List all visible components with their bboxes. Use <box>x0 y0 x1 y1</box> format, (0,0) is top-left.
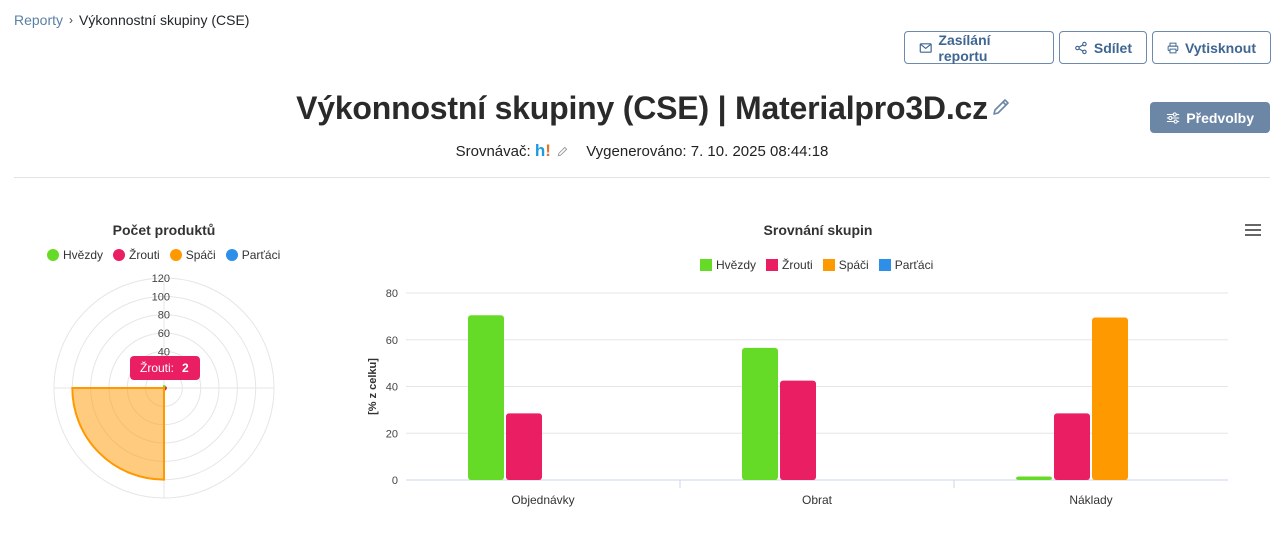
legend-item-hvezdy[interactable]: Hvězdy <box>47 248 103 262</box>
legend-swatch <box>822 259 835 271</box>
bar-Hvězdy-Náklady <box>1016 476 1052 480</box>
radial-tick-label: 100 <box>152 291 170 303</box>
bar-Žrouti-Objednávky <box>506 413 542 480</box>
x-tick-label: Náklady <box>1069 493 1112 507</box>
pencil-edit-icon[interactable] <box>990 96 1012 118</box>
legend-item-zrouti[interactable]: Žrouti <box>766 258 813 272</box>
legend-swatch <box>700 259 712 271</box>
top-actions: Zasílání reportu Sdílet Vytisknout <box>904 31 1271 64</box>
envelope-icon <box>919 42 932 53</box>
breadcrumb-current: Výkonnostní skupiny (CSE) <box>79 12 250 28</box>
polar-chart-title: Počet produktů <box>112 222 216 238</box>
polar-slice-Spáči <box>71 387 165 481</box>
legend-label: Žrouti <box>129 248 160 262</box>
print-button[interactable]: Vytisknout <box>1152 31 1271 64</box>
sliders-icon <box>1167 111 1180 124</box>
legend-label: Hvězdy <box>716 258 757 272</box>
tooltip-value: 2 <box>182 361 189 375</box>
legend-dot <box>113 249 126 261</box>
legend-label: Spáči <box>838 258 869 272</box>
y-axis-label: [% z celku] <box>367 358 379 415</box>
chevron-right-icon: › <box>69 13 74 27</box>
share-button[interactable]: Sdílet <box>1059 31 1147 64</box>
bar-chart-title: Srovnání skupin <box>763 222 873 238</box>
comparator-logo-mark: ! <box>545 141 551 160</box>
legend-label: Parťáci <box>894 258 934 272</box>
radial-tick-label: 80 <box>158 310 170 322</box>
bar-chart-legend: Hvězdy Žrouti Spáči Parťáci <box>700 258 933 272</box>
legend-swatch <box>766 259 779 271</box>
printer-icon <box>1167 42 1179 53</box>
generated-timestamp: Vygenerováno: 7. 10. 2025 08:44:18 <box>586 143 829 160</box>
legend-dot <box>47 249 59 261</box>
y-tick-label: 20 <box>386 428 398 440</box>
print-label: Vytisknout <box>1184 39 1256 56</box>
report-subtitle: Srovnávač: h! Vygenerováno: 7. 10. 2025 … <box>0 141 1284 161</box>
bar-chart: 0 20 40 60 80 [% z celku] Objednávky Obrat Nákla… <box>367 288 1228 507</box>
send-report-label: Zasílání reportu <box>938 31 991 64</box>
legend-label: Spáči <box>185 248 216 262</box>
divider <box>14 177 1270 178</box>
polar-chart: 20406080100120Žrouti:2 <box>53 273 275 499</box>
x-tick-label: Obrat <box>802 493 833 507</box>
bar-Žrouti-Náklady <box>1054 413 1090 480</box>
page-title: Výkonnostní skupiny (CSE) | Materialpro3… <box>296 90 988 126</box>
share-icon <box>1075 41 1087 54</box>
bar-Hvězdy-Obrat <box>742 347 778 480</box>
y-tick-label: 40 <box>386 382 398 394</box>
tooltip-label: Žrouti: <box>140 360 174 375</box>
radial-tick-label: 120 <box>152 273 170 285</box>
send-report-button[interactable]: Zasílání reportu <box>904 31 1054 64</box>
legend-item-zrouti[interactable]: Žrouti <box>113 248 160 262</box>
legend-label: Parťáci <box>241 248 281 262</box>
radial-tick-label: 40 <box>158 346 170 358</box>
preferences-button[interactable]: Předvolby <box>1150 102 1270 133</box>
legend-dot <box>225 249 238 261</box>
legend-swatch <box>878 259 891 271</box>
bar-Spáči-Náklady <box>1092 317 1128 480</box>
y-tick-label: 60 <box>386 335 398 347</box>
comparator-logo-letter: h <box>534 141 546 160</box>
legend-dot <box>169 249 182 261</box>
x-tick-label: Objednávky <box>511 493 574 507</box>
title-row: Výkonnostní skupiny (CSE) | Materialpro3… <box>0 90 1284 127</box>
radial-tick-label: 60 <box>158 328 170 340</box>
legend-item-partaci[interactable]: Parťáci <box>225 248 281 262</box>
breadcrumb: Reporty › Výkonnostní skupiny (CSE) <box>14 12 249 28</box>
y-tick-label: 80 <box>386 288 398 300</box>
breadcrumb-link-reporty[interactable]: Reporty <box>14 12 64 28</box>
share-label: Sdílet <box>1093 39 1132 56</box>
bar-Žrouti-Obrat <box>780 380 816 480</box>
legend-label: Hvězdy <box>63 248 104 262</box>
legend-item-spaci[interactable]: Spáči <box>822 258 869 272</box>
bar-Hvězdy-Objednávky <box>468 315 504 480</box>
legend-item-partaci[interactable]: Parťáci <box>878 258 934 272</box>
y-tick-label: 0 <box>392 475 398 487</box>
pencil-icon[interactable] <box>557 146 568 157</box>
heureka-logo: h! <box>535 141 551 160</box>
tooltip-box <box>130 356 200 380</box>
legend-label: Žrouti <box>782 258 813 272</box>
comparator-label: Srovnávač: <box>455 143 531 160</box>
hamburger-menu-icon[interactable] <box>1244 222 1262 238</box>
legend-item-hvezdy[interactable]: Hvězdy <box>700 258 756 272</box>
preferences-label: Předvolby <box>1186 109 1254 126</box>
legend-item-spaci[interactable]: Spáči <box>169 248 216 262</box>
polar-chart-legend: Hvězdy Žrouti Spáči Parťáci <box>47 248 280 262</box>
